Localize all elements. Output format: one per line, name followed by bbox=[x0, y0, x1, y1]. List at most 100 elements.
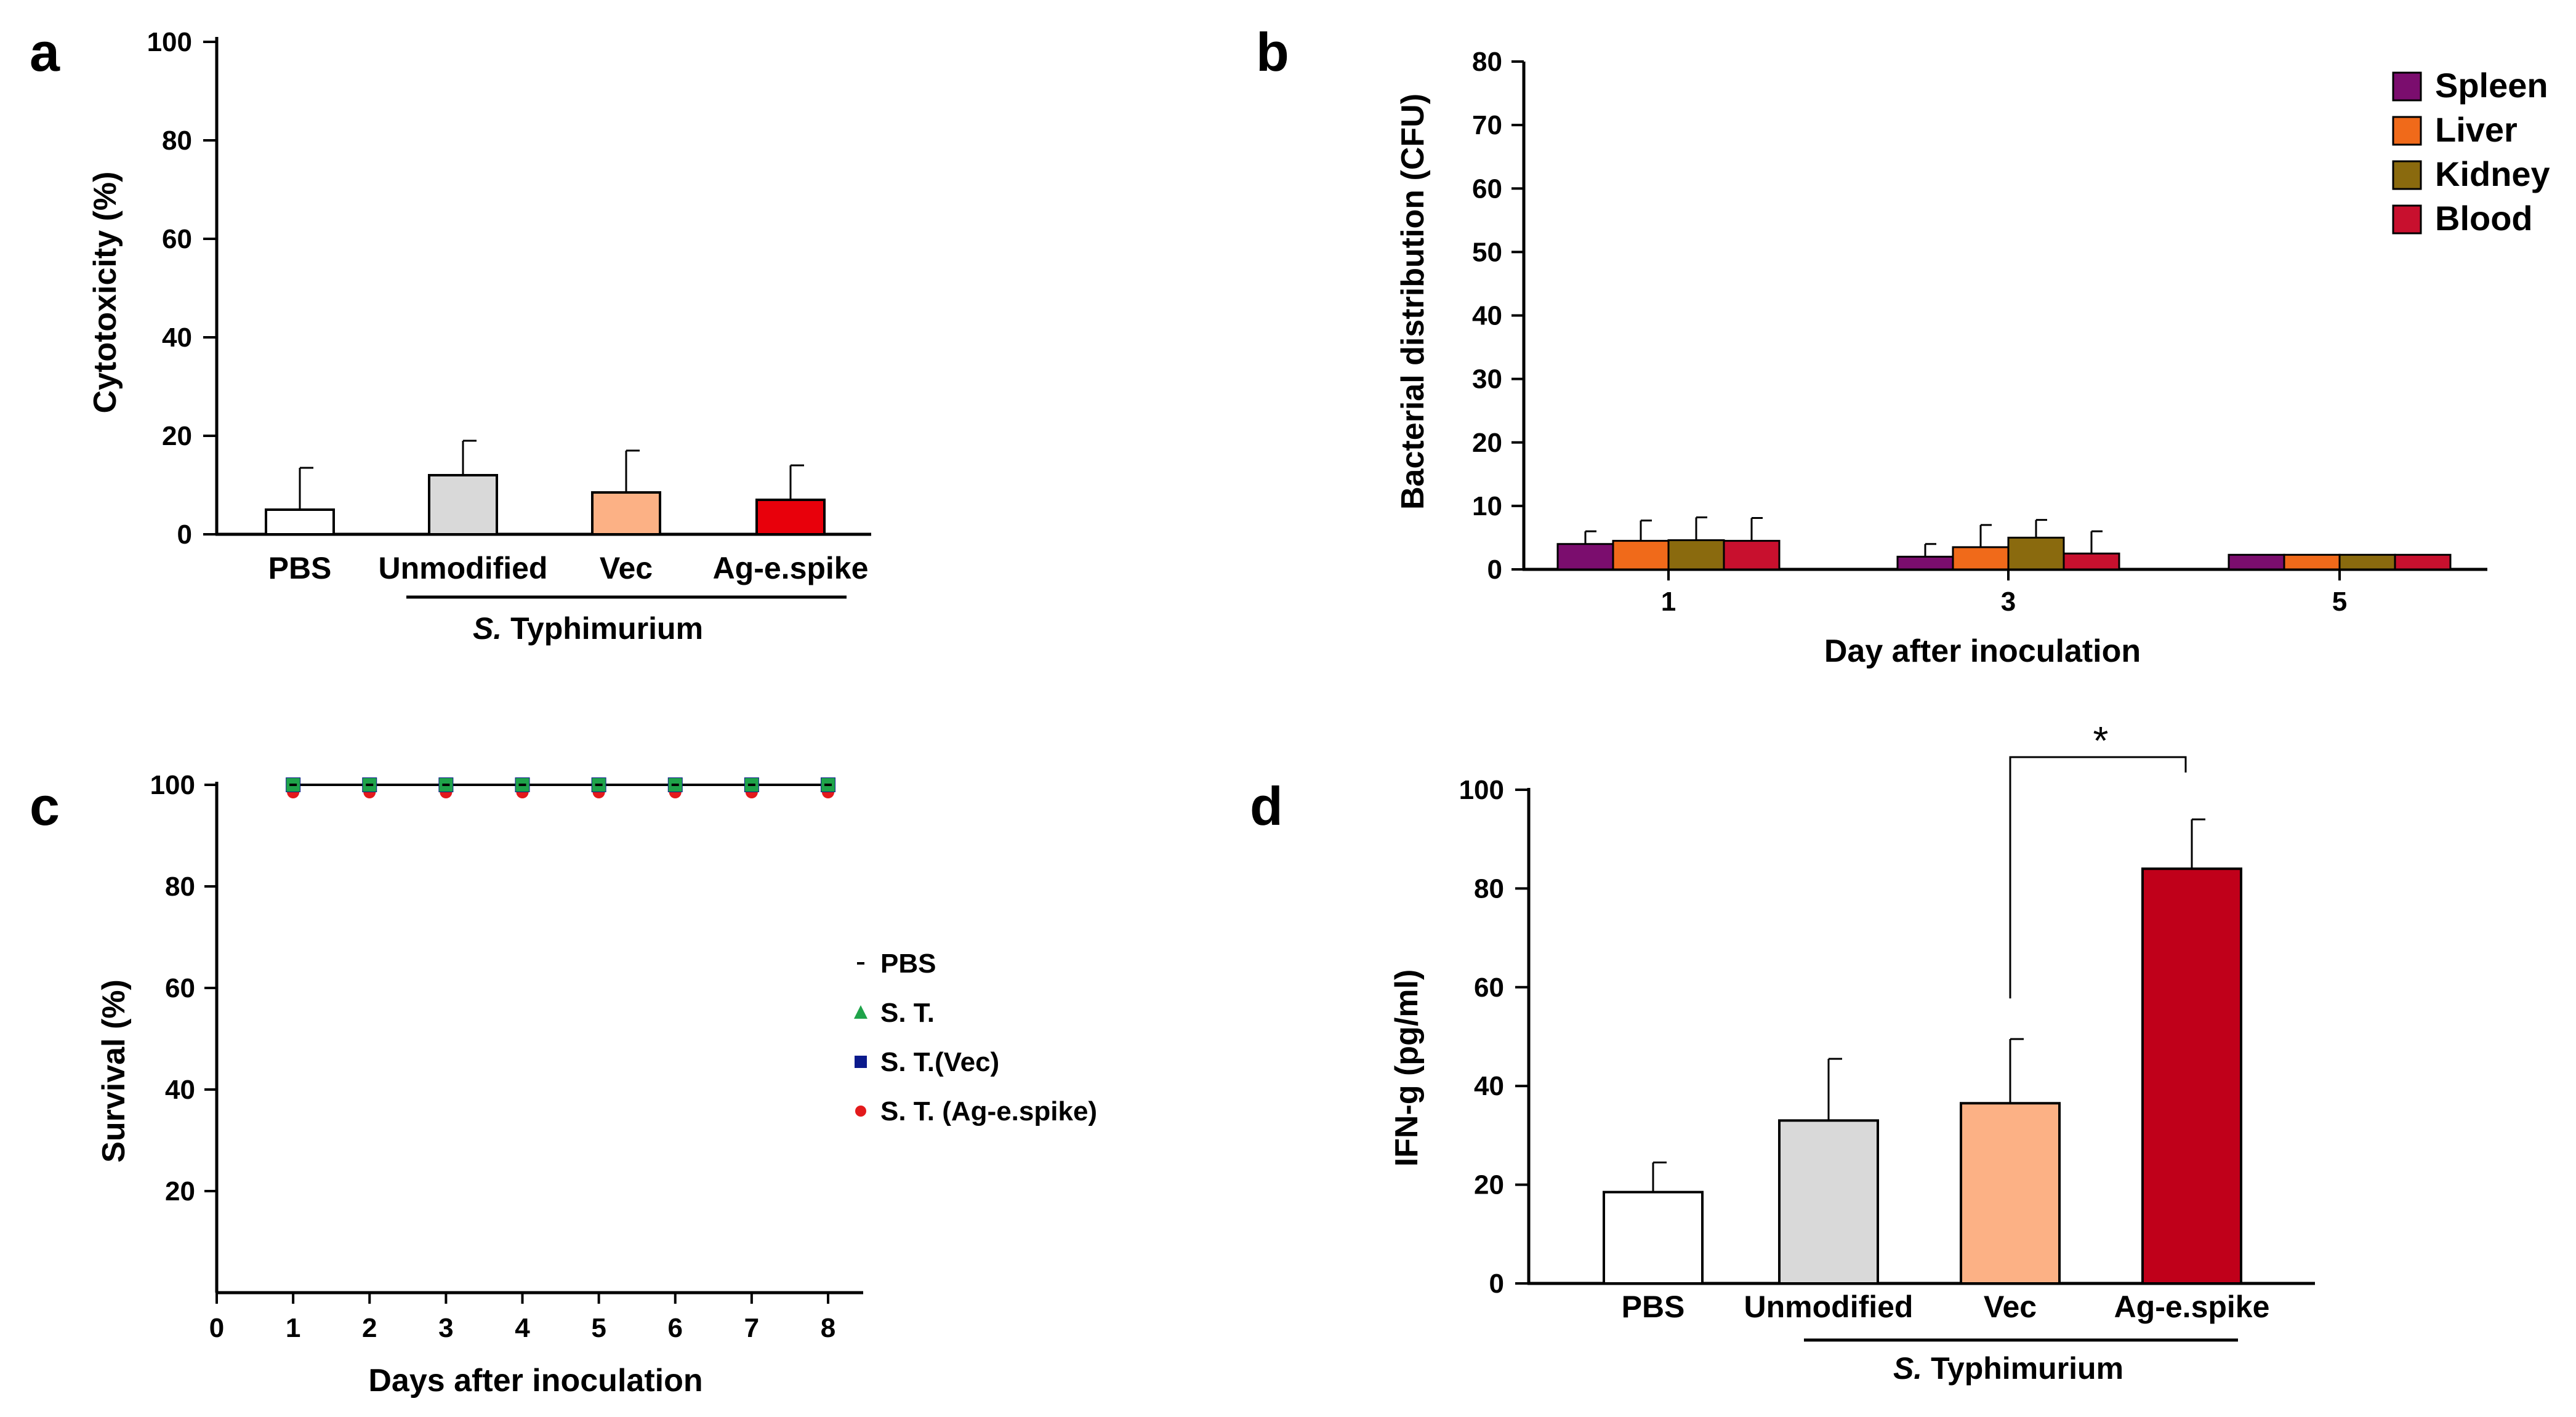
panel-b-y-tick-label: 10 bbox=[1472, 491, 1502, 521]
panel-b-bar-spleen-day-3 bbox=[1896, 555, 1954, 571]
panel-b-y-tick-label: 60 bbox=[1472, 174, 1502, 204]
panel-b-y-tick-label: 70 bbox=[1472, 110, 1502, 140]
panel-b-legend-label: Kidney bbox=[2435, 155, 2550, 193]
panel-a-bar-vec bbox=[591, 491, 661, 536]
panel-d-bar-unmodified bbox=[1778, 1119, 1879, 1285]
panel-b-legend-swatch-kidney bbox=[2392, 160, 2422, 190]
panel-d: d IFN-g (pg/ml) 0 20 40 60 80 100 PBS Unmodifi… bbox=[1250, 718, 2315, 1386]
panel-a-y-tick-label: 100 bbox=[147, 27, 192, 57]
panel-b-bar-kidney-day-5 bbox=[2338, 553, 2396, 571]
panel-c-y-tick-label: 40 bbox=[165, 1075, 195, 1105]
panel-d-significance-bracket bbox=[2009, 756, 2187, 998]
panel-b-x-tick-label: 1 bbox=[1661, 587, 1676, 617]
panel-b-bar-blood-day-5 bbox=[2394, 553, 2452, 571]
panel-b-legend-label: Blood bbox=[2435, 199, 2533, 238]
panel-c-legend-marker-st bbox=[854, 1005, 867, 1019]
panel-c-legend-label: S. T.(Vec) bbox=[880, 1047, 999, 1077]
panel-c-x-tick-label: 8 bbox=[821, 1313, 835, 1343]
panel-a-y-tick-label: 0 bbox=[177, 520, 192, 550]
panel-b-letter: b bbox=[1256, 22, 1289, 82]
panel-b-legend-swatch-blood bbox=[2392, 204, 2422, 235]
panel-c: c Survival (%) 20 40 60 80 100 0 1 2 3 4 5 6 7 8 Day… bbox=[30, 770, 1097, 1399]
panel-d-bar-vec bbox=[1960, 1102, 2061, 1285]
panel-c-x-tick-label: 2 bbox=[362, 1313, 377, 1343]
panel-d-letter: d bbox=[1250, 776, 1283, 837]
panel-c-x-tick-label: 6 bbox=[668, 1313, 683, 1343]
panel-c-x-tick-label: 4 bbox=[515, 1313, 530, 1343]
panel-b-legend-swatch-spleen bbox=[2392, 71, 2422, 102]
panel-a-y-tick-label: 60 bbox=[162, 224, 192, 254]
panel-b-y-tick-label: 0 bbox=[1487, 555, 1502, 585]
panel-a-category-label: Ag-e.spike bbox=[713, 551, 869, 585]
panel-c-legend-label: PBS bbox=[880, 949, 936, 979]
panel-c-y-tick-label: 100 bbox=[150, 770, 195, 800]
panel-a-group-label-italic: S. bbox=[473, 611, 502, 646]
panel-b-y-tick-label: 50 bbox=[1472, 237, 1502, 267]
panel-d-group-label: S. Typhimurium bbox=[1893, 1351, 2123, 1386]
panel-a-bar-ag-e-spike bbox=[755, 499, 826, 536]
panel-b-y-axis-title: Bacterial distribution (CFU) bbox=[1395, 94, 1431, 510]
panel-a-group-label-rest: Typhimurium bbox=[502, 611, 703, 646]
panel-b-y-tick-label: 20 bbox=[1472, 428, 1502, 458]
panel-b-legend-swatch-liver bbox=[2392, 116, 2422, 146]
panel-c-legend-marker-vec bbox=[855, 1056, 867, 1068]
panel-c-legend-label: S. T. bbox=[880, 998, 935, 1028]
panel-b-bar-spleen-day-1 bbox=[1556, 543, 1614, 571]
panel-c-x-tick-label: 5 bbox=[591, 1313, 606, 1343]
panel-d-y-tick-label: 0 bbox=[1489, 1269, 1504, 1299]
panel-c-y-tick-label: 60 bbox=[165, 973, 195, 1003]
panel-a-letter: a bbox=[30, 22, 60, 82]
panel-b-x-axis-title: Day after inoculation bbox=[1824, 633, 2141, 669]
panel-a-y-tick-label: 40 bbox=[162, 323, 192, 353]
panel-b-legend-label: Liver bbox=[2435, 110, 2518, 149]
panel-a-bar-pbs bbox=[265, 508, 335, 536]
panel-a-category-label: Vec bbox=[600, 551, 653, 585]
panel-b-y-tick-label: 40 bbox=[1472, 301, 1502, 331]
panel-a-y-tick-label: 20 bbox=[162, 421, 192, 451]
panel-b-bar-kidney-day-1 bbox=[1667, 539, 1725, 571]
panel-c-y-axis-title: Survival (%) bbox=[96, 979, 132, 1163]
panel-a-y-axis-title: Cytotoxicity (%) bbox=[87, 172, 123, 414]
panel-b-bar-blood-day-1 bbox=[1723, 540, 1781, 571]
panel-d-y-tick-label: 60 bbox=[1474, 973, 1504, 1003]
panel-c-x-tick-label: 0 bbox=[209, 1313, 224, 1343]
panel-a-y-tick-label: 80 bbox=[162, 126, 192, 156]
panel-d-y-tick-label: 40 bbox=[1474, 1071, 1504, 1101]
panel-b-bar-liver-day-5 bbox=[2283, 553, 2341, 571]
panel-c-legend-label: S. T. (Ag-e.spike) bbox=[880, 1096, 1097, 1126]
panel-c-letter: c bbox=[30, 776, 60, 837]
panel-d-y-tick-label: 100 bbox=[1459, 775, 1504, 805]
panel-d-category-label: Vec bbox=[1984, 1290, 2037, 1324]
panel-d-category-label: PBS bbox=[1622, 1290, 1685, 1324]
panel-b-legend-label: Spleen bbox=[2435, 66, 2548, 105]
panel-d-category-label: Ag-e.spike bbox=[2114, 1290, 2270, 1324]
panel-d-group-label-italic: S. bbox=[1893, 1351, 1922, 1386]
panel-d-group-label-rest: Typhimurium bbox=[1922, 1351, 2123, 1386]
panel-b-x-tick-label: 5 bbox=[2332, 587, 2347, 617]
panel-a: a Cytotoxicity (%) 0 20 40 60 80 100 PBS Unmod… bbox=[30, 22, 871, 646]
panel-c-x-tick-label: 3 bbox=[438, 1313, 453, 1343]
panel-b-y-tick-label: 80 bbox=[1472, 47, 1502, 77]
panel-b-y-tick-label: 30 bbox=[1472, 364, 1502, 395]
panel-d-significance-star: * bbox=[2093, 718, 2109, 763]
panel-c-y-tick-label: 80 bbox=[165, 872, 195, 902]
panel-d-category-label: Unmodified bbox=[1744, 1290, 1914, 1324]
panel-c-x-tick-label: 7 bbox=[744, 1313, 759, 1343]
panel-c-legend-marker-ag-e-spike bbox=[855, 1106, 866, 1117]
panel-c-y-tick-label: 20 bbox=[165, 1176, 195, 1206]
panel-b-bar-spleen-day-5 bbox=[2228, 553, 2285, 571]
panel-c-legend: PBS S. T. S. T.(Vec) S. T. (Ag-e.spike) bbox=[854, 949, 1097, 1126]
panel-b-legend: Spleen Liver Kidney Blood bbox=[2392, 66, 2550, 238]
panel-b-bar-kidney-day-3 bbox=[2007, 536, 2065, 571]
panel-a-category-label: PBS bbox=[268, 551, 332, 585]
panel-d-bar-pbs bbox=[1603, 1190, 1704, 1285]
panel-d-y-tick-label: 20 bbox=[1474, 1170, 1504, 1200]
panel-a-group-label: S. Typhimurium bbox=[473, 611, 703, 646]
panel-d-y-axis-title: IFN-g (pg/ml) bbox=[1389, 969, 1425, 1167]
panel-b-bar-liver-day-1 bbox=[1612, 540, 1670, 571]
panel-a-bar-unmodified bbox=[428, 474, 498, 536]
panel-c-x-tick-label: 1 bbox=[286, 1313, 300, 1343]
panel-b-x-tick-label: 3 bbox=[2001, 587, 2016, 617]
panel-d-bar-ag-e-spike bbox=[2141, 867, 2242, 1285]
panel-b-bar-blood-day-3 bbox=[2063, 552, 2120, 571]
